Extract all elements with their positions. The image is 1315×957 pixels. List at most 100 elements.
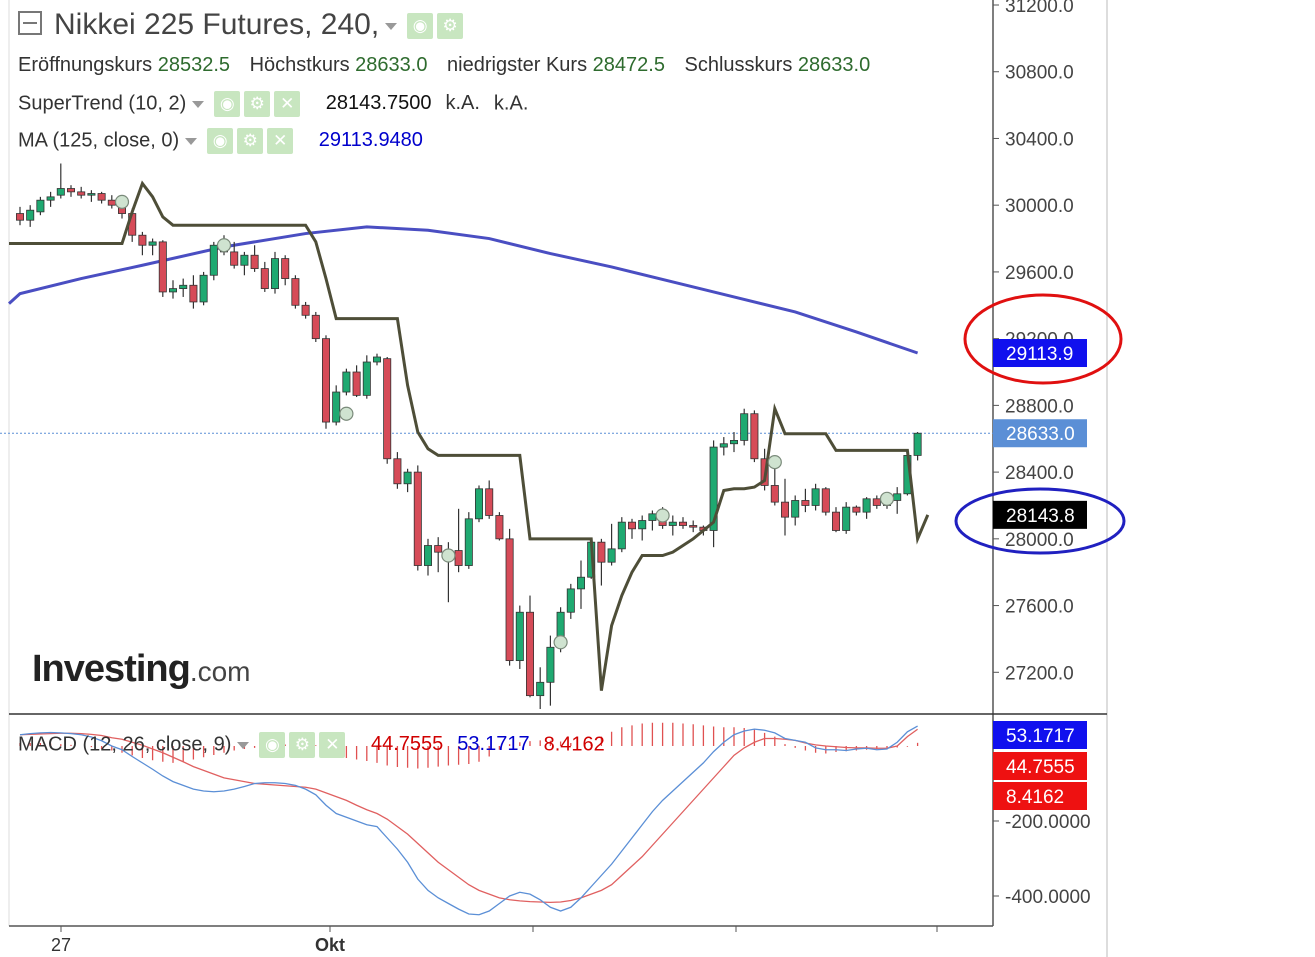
candle xyxy=(189,275,198,309)
candle-body xyxy=(301,304,310,316)
macd-layer xyxy=(19,722,919,916)
candle-body xyxy=(97,193,106,201)
candle-body xyxy=(872,498,881,506)
candle-body xyxy=(709,446,718,531)
candle-body xyxy=(842,506,851,531)
candle-body xyxy=(291,278,300,306)
candle-body xyxy=(505,538,514,662)
last-price-label: 28633.0 xyxy=(993,419,1087,448)
candle xyxy=(77,186,86,199)
eye-icon[interactable]: ◉ xyxy=(407,13,434,40)
ma-value: 29113.9480 xyxy=(318,129,423,152)
candle xyxy=(566,583,575,619)
signal-marker xyxy=(767,454,782,470)
candle-body xyxy=(179,284,188,290)
candle xyxy=(332,385,341,426)
y-tick-label: 30800.0 xyxy=(1005,63,1074,84)
candle xyxy=(679,517,688,529)
candle-body xyxy=(791,500,800,518)
candle xyxy=(668,515,677,536)
chevron-down-icon[interactable] xyxy=(237,741,250,749)
investing-logo: Investing.com xyxy=(32,648,251,691)
eye-icon[interactable]: ◉ xyxy=(214,91,241,117)
collapse-icon[interactable] xyxy=(18,11,42,36)
macd-axis-label-bg xyxy=(993,721,1087,749)
y-tick-label: 28800.0 xyxy=(1005,396,1074,417)
chart-title: Nikkei 225 Futures, 240, xyxy=(54,8,380,41)
supertrend-price-label-text: 28143.8 xyxy=(1006,506,1075,527)
candle xyxy=(474,485,483,523)
candle-body xyxy=(770,485,779,503)
candle xyxy=(423,538,432,576)
candle xyxy=(393,452,402,489)
candle-body xyxy=(689,525,698,528)
ma-line xyxy=(7,225,919,355)
candle-body xyxy=(372,356,381,363)
candle-body xyxy=(852,506,861,513)
candle xyxy=(148,238,157,256)
candle xyxy=(842,502,851,534)
candle-body xyxy=(464,518,473,566)
candle-body xyxy=(495,515,504,540)
candle xyxy=(179,278,188,297)
candle xyxy=(15,206,24,226)
candle-body xyxy=(77,191,86,196)
chevron-down-icon[interactable] xyxy=(385,22,398,30)
macd-legend: MACD (12, 26, close, 9) ◉ ⚙ ✕ 44.7555 53.171… xyxy=(18,732,605,758)
candle xyxy=(597,538,606,586)
close-icon[interactable]: ✕ xyxy=(267,128,294,154)
candle-body xyxy=(393,458,402,485)
candle xyxy=(781,478,790,536)
supertrend-extra2: k.A. xyxy=(493,92,529,115)
candle xyxy=(464,512,473,569)
candle xyxy=(158,240,167,297)
candle xyxy=(372,353,381,366)
candle-body xyxy=(821,488,830,513)
candle-body xyxy=(526,611,535,697)
candle-body xyxy=(679,521,688,526)
chevron-down-icon[interactable] xyxy=(185,137,198,145)
ma-price-label: 29113.9 xyxy=(993,339,1087,368)
candle-body xyxy=(189,284,198,303)
logo-suffix: .com xyxy=(189,656,251,687)
y-tick-label: 28000.0 xyxy=(1005,530,1074,551)
close-icon[interactable]: ✕ xyxy=(319,732,346,758)
candle-body xyxy=(260,268,269,290)
candle xyxy=(505,528,514,666)
close-icon[interactable]: ✕ xyxy=(274,91,301,117)
supertrend-legend: SuperTrend (10, 2) ◉ ⚙ ✕ 28143.7500 k.A. k.A. xyxy=(18,91,528,117)
candle xyxy=(485,480,494,519)
candle xyxy=(750,410,759,463)
signal-marker xyxy=(339,406,354,421)
candle-body xyxy=(321,338,330,423)
eye-icon[interactable]: ◉ xyxy=(207,128,234,154)
signal-marker xyxy=(114,194,130,209)
candle-body xyxy=(138,234,147,246)
candle-body xyxy=(26,209,35,221)
candle xyxy=(311,311,320,342)
gear-icon[interactable]: ⚙ xyxy=(437,13,464,40)
candle xyxy=(791,495,800,526)
gear-icon[interactable]: ⚙ xyxy=(289,732,316,758)
candle xyxy=(832,507,841,533)
gear-icon[interactable]: ⚙ xyxy=(244,91,271,117)
gear-icon[interactable]: ⚙ xyxy=(237,128,264,154)
candle xyxy=(740,408,749,446)
eye-icon[interactable]: ◉ xyxy=(259,732,286,758)
candle xyxy=(515,605,524,669)
candle-body xyxy=(801,500,810,506)
candle-body xyxy=(107,199,116,206)
macd-axis-label: 44.7555 xyxy=(993,752,1087,780)
candle-body xyxy=(515,611,524,662)
open-value: 28532.5 xyxy=(157,54,231,76)
candle xyxy=(454,508,463,573)
y-tick-label: 27600.0 xyxy=(1005,597,1074,618)
candle-body xyxy=(270,258,279,290)
x-tick-label: 27 xyxy=(51,935,71,955)
signal-marker xyxy=(879,491,895,506)
candle xyxy=(383,357,392,464)
open-label: Eröffnungskurs xyxy=(18,54,153,76)
chevron-down-icon[interactable] xyxy=(192,100,205,108)
ma-label: MA (125, close, 0) xyxy=(18,129,180,152)
